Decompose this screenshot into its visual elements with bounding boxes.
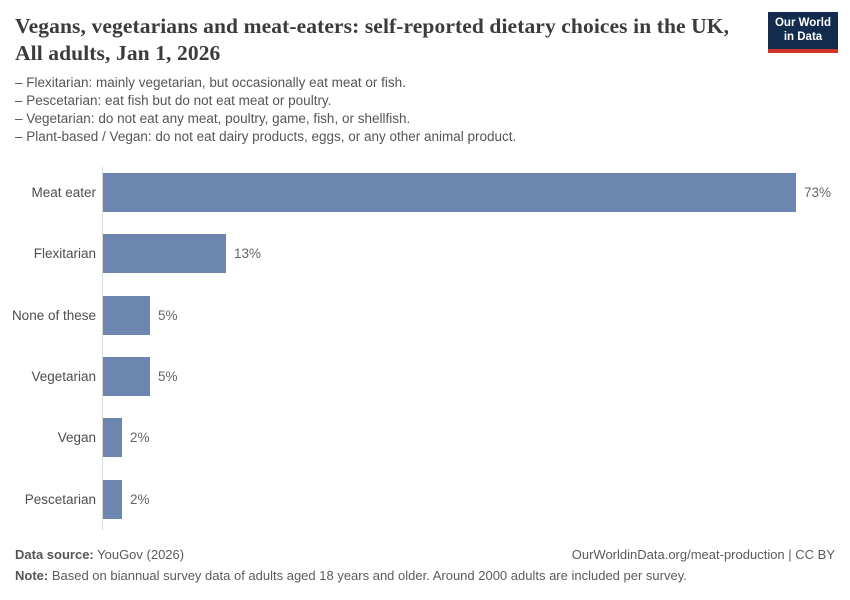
subtitle-line: – Vegetarian: do not eat any meat, poult… — [15, 111, 411, 126]
data-source-label: Data source: — [15, 547, 94, 562]
note-label: Note: — [15, 568, 49, 583]
value-label: 13% — [234, 246, 262, 262]
bar[interactable] — [103, 418, 122, 458]
bar[interactable] — [103, 295, 150, 335]
bar-track: 13% — [96, 234, 850, 274]
footer-note: Note: Based on biannual survey data of a… — [15, 567, 835, 584]
bar[interactable] — [103, 173, 796, 213]
note-value: Based on biannual survey data of adults … — [48, 568, 687, 583]
owid-logo-line2: in Data — [783, 30, 823, 43]
chart-footer: Data source: YouGov (2026) OurWorldinDat… — [15, 546, 835, 584]
bar-row: Vegetarian 5% — [0, 346, 850, 407]
chart-subtitle: – Flexitarian: mainly vegetarian, but oc… — [15, 74, 795, 146]
attribution: OurWorldinData.org/meat-production | CC … — [571, 547, 835, 562]
bar-row: Flexitarian 13% — [0, 223, 850, 284]
value-label: 5% — [158, 369, 178, 385]
subtitle-line: – Plant-based / Vegan: do not eat dairy … — [15, 129, 517, 144]
data-source-value: YouGov (2026) — [93, 547, 185, 562]
category-label: Vegan — [57, 430, 96, 446]
subtitle-line: – Pescetarian: eat fish but do not eat m… — [15, 93, 332, 108]
bar-chart: Meat eater 73% Flexitarian 13% None of these… — [0, 162, 850, 530]
bar-track: 2% — [96, 479, 850, 519]
bar[interactable] — [103, 234, 226, 274]
chart-title: Vegans, vegetarians and meat-eaters: sel… — [15, 14, 730, 65]
y-axis-line — [102, 167, 103, 530]
bar-row: Vegan 2% — [0, 407, 850, 468]
bar-row: Meat eater 73% — [0, 162, 850, 223]
bar[interactable] — [103, 479, 122, 519]
owid-logo[interactable]: Our World in Data — [768, 12, 838, 53]
bar-row: None of these 5% — [0, 285, 850, 346]
category-label: Vegetarian — [31, 369, 96, 385]
bar-track: 5% — [96, 357, 850, 397]
category-label: Pescetarian — [24, 491, 96, 507]
category-label: None of these — [11, 307, 96, 323]
subtitle-line: – Flexitarian: mainly vegetarian, but oc… — [15, 75, 406, 90]
bar-row: Pescetarian 2% — [0, 468, 850, 529]
bar-track: 2% — [96, 418, 850, 458]
category-label: Meat eater — [31, 185, 96, 201]
bar[interactable] — [103, 357, 150, 397]
category-label: Flexitarian — [33, 246, 96, 262]
data-source: Data source: YouGov (2026) — [15, 546, 184, 563]
value-label: 2% — [130, 491, 150, 507]
value-label: 73% — [804, 185, 832, 201]
bar-track: 5% — [96, 295, 850, 335]
bar-track: 73% — [96, 173, 850, 213]
value-label: 5% — [158, 307, 178, 323]
bar-rows: Meat eater 73% Flexitarian 13% None of these… — [0, 162, 850, 530]
value-label: 2% — [130, 430, 150, 446]
owid-logo-line1: Our World — [774, 17, 831, 29]
